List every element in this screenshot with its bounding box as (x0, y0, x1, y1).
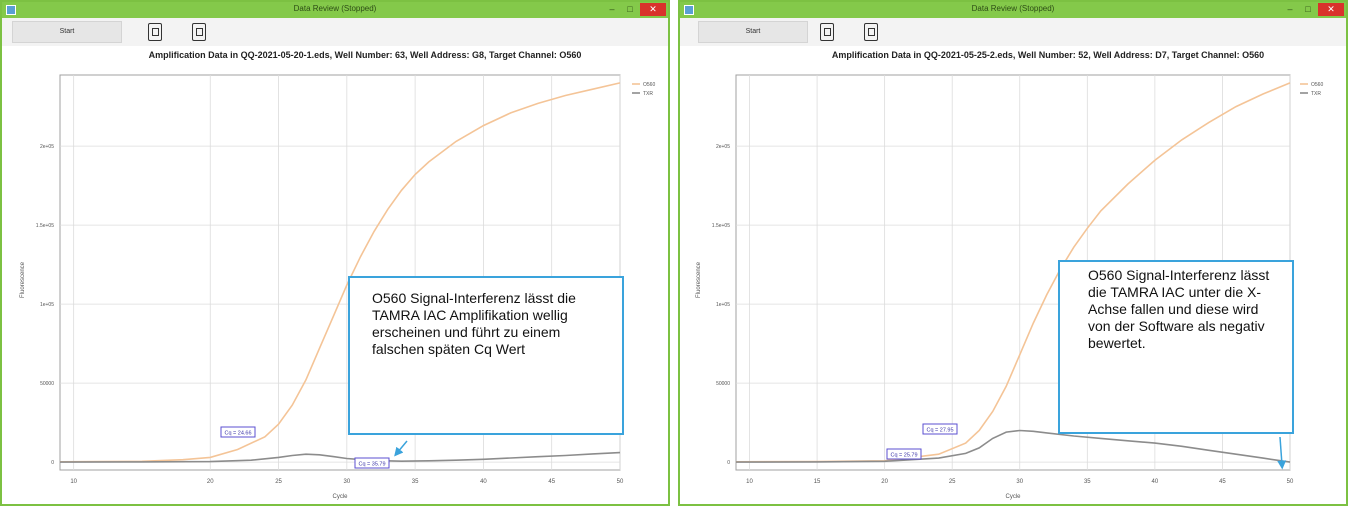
start-button[interactable]: Start (12, 21, 122, 43)
x-tick-label: 20 (881, 479, 888, 485)
callout-arrow (1277, 436, 1287, 470)
legend-label: TXR (1311, 91, 1321, 97)
series-line-txr (735, 429, 1291, 463)
y-tick-label: 1e+05 (40, 302, 54, 308)
legend-label: TXR (643, 91, 653, 97)
toolbar: Start (680, 18, 1346, 46)
legend-label: O560 (1311, 82, 1323, 88)
series-line-o560 (735, 82, 1291, 463)
chart-title: Amplification Data in QQ-2021-05-25-2.ed… (831, 50, 1265, 60)
window-title: Data Review (Stopped) (971, 4, 1055, 13)
export-icon[interactable] (820, 23, 834, 41)
y-tick-label: 0 (727, 460, 730, 466)
x-tick-label: 50 (1287, 479, 1294, 485)
x-tick-label: 20 (207, 479, 214, 485)
export-icon[interactable] (148, 23, 162, 41)
y-axis-label: Fluorescence (20, 261, 26, 298)
cq-label-text: Cq = 35.79 (358, 461, 385, 467)
cq-label-box (922, 423, 958, 435)
minimize-icon[interactable]: – (609, 4, 615, 14)
y-axis-label: Fluorescence (696, 261, 702, 298)
x-axis-label: Cycle (1005, 494, 1021, 500)
close-icon[interactable]: ✕ (1318, 3, 1344, 16)
x-axis-label: Cycle (332, 494, 348, 500)
x-tick-label: 45 (1219, 479, 1226, 485)
x-tick-label: 30 (1016, 479, 1023, 485)
y-tick-label: 50000 (40, 381, 54, 387)
chart-title: Amplification Data in QQ-2021-05-20-1.ed… (148, 50, 582, 60)
cq-label-box (220, 426, 256, 438)
y-tick-label: 0 (51, 460, 54, 466)
toolbar: Start (2, 18, 668, 46)
window-titlebar[interactable]: Data Review (Stopped) – □ ✕ (2, 2, 668, 18)
annotation-callout-right: O560 Signal-Interferenz lässt die TAMRA … (1058, 260, 1294, 434)
maximize-icon[interactable]: □ (1305, 4, 1311, 14)
start-button[interactable]: Start (698, 21, 808, 43)
x-tick-label: 35 (1084, 479, 1091, 485)
x-tick-label: 10 (70, 479, 77, 485)
app-icon (6, 5, 16, 15)
y-tick-label: 2e+05 (40, 144, 54, 150)
series-line-o560 (59, 82, 621, 463)
x-tick-label: 25 (949, 479, 956, 485)
y-tick-label: 1.5e+05 (36, 223, 54, 229)
maximize-icon[interactable]: □ (627, 4, 633, 14)
x-tick-label: 15 (814, 479, 821, 485)
close-icon[interactable]: ✕ (640, 3, 666, 16)
y-tick-label: 50000 (716, 381, 730, 387)
x-tick-label: 25 (275, 479, 282, 485)
y-tick-label: 2e+05 (716, 144, 730, 150)
cq-label-text: Cq = 25.79 (890, 452, 917, 458)
save-icon[interactable] (864, 23, 878, 41)
x-tick-label: 40 (1152, 479, 1159, 485)
x-tick-label: 10 (746, 479, 753, 485)
cq-label-text: Cq = 24.66 (224, 430, 251, 436)
callout-arrow (394, 440, 408, 457)
cq-label-box (886, 448, 922, 460)
annotation-callout-left: O560 Signal-Interferenz lässt die TAMRA … (348, 276, 624, 435)
x-tick-label: 45 (548, 479, 555, 485)
y-tick-label: 1e+05 (716, 302, 730, 308)
x-tick-label: 35 (412, 479, 419, 485)
app-icon (684, 5, 694, 15)
x-tick-label: 50 (617, 479, 624, 485)
minimize-icon[interactable]: – (1287, 4, 1293, 14)
legend-label: O560 (643, 82, 655, 88)
x-tick-label: 40 (480, 479, 487, 485)
cq-label-box (354, 457, 390, 469)
window-titlebar[interactable]: Data Review (Stopped) – □ ✕ (680, 2, 1346, 18)
save-icon[interactable] (192, 23, 206, 41)
window-title: Data Review (Stopped) (293, 4, 377, 13)
cq-label-text: Cq = 27.95 (926, 427, 953, 433)
x-tick-label: 30 (343, 479, 350, 485)
y-tick-label: 1.5e+05 (712, 223, 730, 229)
